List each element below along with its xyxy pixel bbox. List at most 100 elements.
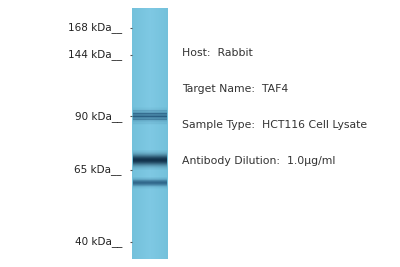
Text: Antibody Dilution:  1.0μg/ml: Antibody Dilution: 1.0μg/ml	[182, 156, 335, 166]
Bar	[156, 8, 157, 259]
Bar	[133, 183, 167, 184]
Bar	[153, 8, 154, 259]
Bar	[161, 8, 162, 259]
Bar	[133, 152, 167, 153]
Bar	[148, 8, 149, 259]
Bar	[133, 121, 167, 122]
Bar	[153, 8, 154, 259]
Bar	[133, 111, 167, 112]
Bar	[157, 8, 158, 259]
Bar	[133, 110, 167, 111]
Bar	[150, 8, 151, 259]
Bar	[152, 8, 153, 259]
Bar	[161, 8, 162, 259]
Bar	[162, 8, 164, 259]
Bar	[133, 158, 167, 159]
Bar	[158, 8, 159, 259]
Bar	[145, 8, 146, 259]
Bar	[133, 116, 167, 117]
Bar	[133, 162, 167, 163]
Bar	[133, 117, 167, 118]
Bar	[156, 8, 157, 259]
Bar	[141, 8, 142, 259]
Bar	[151, 8, 152, 259]
Bar	[135, 8, 136, 259]
Bar	[149, 8, 150, 259]
Bar	[133, 156, 167, 157]
Bar	[133, 165, 167, 166]
Bar	[133, 188, 167, 189]
Bar	[165, 8, 166, 259]
Bar	[133, 184, 167, 185]
Bar	[133, 119, 167, 120]
Bar	[133, 179, 167, 180]
Bar	[154, 8, 155, 259]
Bar	[157, 8, 158, 259]
Bar	[135, 8, 136, 259]
Bar	[158, 8, 159, 259]
Bar	[133, 151, 167, 152]
Bar	[151, 8, 152, 259]
Text: 144 kDa__: 144 kDa__	[68, 49, 122, 60]
Bar	[133, 166, 167, 167]
Bar	[133, 152, 167, 153]
Bar	[136, 8, 137, 259]
Bar	[133, 112, 167, 113]
Bar	[133, 180, 167, 181]
Bar	[150, 8, 151, 259]
Text: 90 kDa__: 90 kDa__	[75, 111, 122, 121]
Bar	[143, 8, 144, 259]
Bar	[134, 8, 135, 259]
Bar	[133, 159, 167, 160]
Bar	[142, 8, 143, 259]
Bar	[133, 123, 167, 124]
Bar	[133, 109, 167, 110]
Bar	[133, 155, 167, 156]
Bar	[155, 8, 156, 259]
Bar	[133, 113, 167, 114]
Bar	[162, 8, 163, 259]
Bar	[133, 161, 167, 162]
Bar	[133, 163, 167, 164]
Bar	[165, 8, 166, 259]
Bar	[133, 185, 167, 186]
Text: Sample Type:  HCT116 Cell Lysate: Sample Type: HCT116 Cell Lysate	[182, 120, 367, 130]
Bar	[133, 154, 167, 155]
Bar	[133, 177, 167, 178]
Bar	[133, 110, 167, 111]
Text: 168 kDa__: 168 kDa__	[68, 23, 122, 33]
Bar	[133, 168, 167, 169]
Bar	[147, 8, 148, 259]
Bar	[133, 118, 167, 119]
Bar	[133, 122, 167, 123]
Bar	[133, 109, 167, 110]
Bar	[164, 8, 165, 259]
Bar	[155, 8, 156, 259]
Bar	[133, 167, 167, 168]
Bar	[133, 177, 167, 178]
Bar	[142, 8, 143, 259]
Bar	[133, 164, 167, 165]
Bar	[133, 108, 167, 109]
Bar	[133, 168, 167, 169]
Bar	[163, 8, 164, 259]
Bar	[133, 178, 167, 179]
Bar	[139, 8, 140, 259]
Text: Host:  Rabbit: Host: Rabbit	[182, 48, 253, 58]
Text: 40 kDa__: 40 kDa__	[75, 236, 122, 247]
Bar	[154, 8, 155, 259]
Bar	[132, 8, 133, 259]
Bar	[133, 123, 167, 124]
Bar	[143, 8, 144, 259]
Bar	[152, 8, 153, 259]
Bar	[133, 186, 167, 187]
Bar	[145, 8, 146, 259]
Bar	[133, 8, 134, 259]
Bar	[133, 184, 167, 185]
Bar	[146, 8, 147, 259]
Bar	[133, 164, 167, 165]
Bar	[133, 107, 167, 108]
Bar	[133, 160, 167, 161]
Bar	[133, 120, 167, 121]
Bar	[133, 169, 167, 170]
